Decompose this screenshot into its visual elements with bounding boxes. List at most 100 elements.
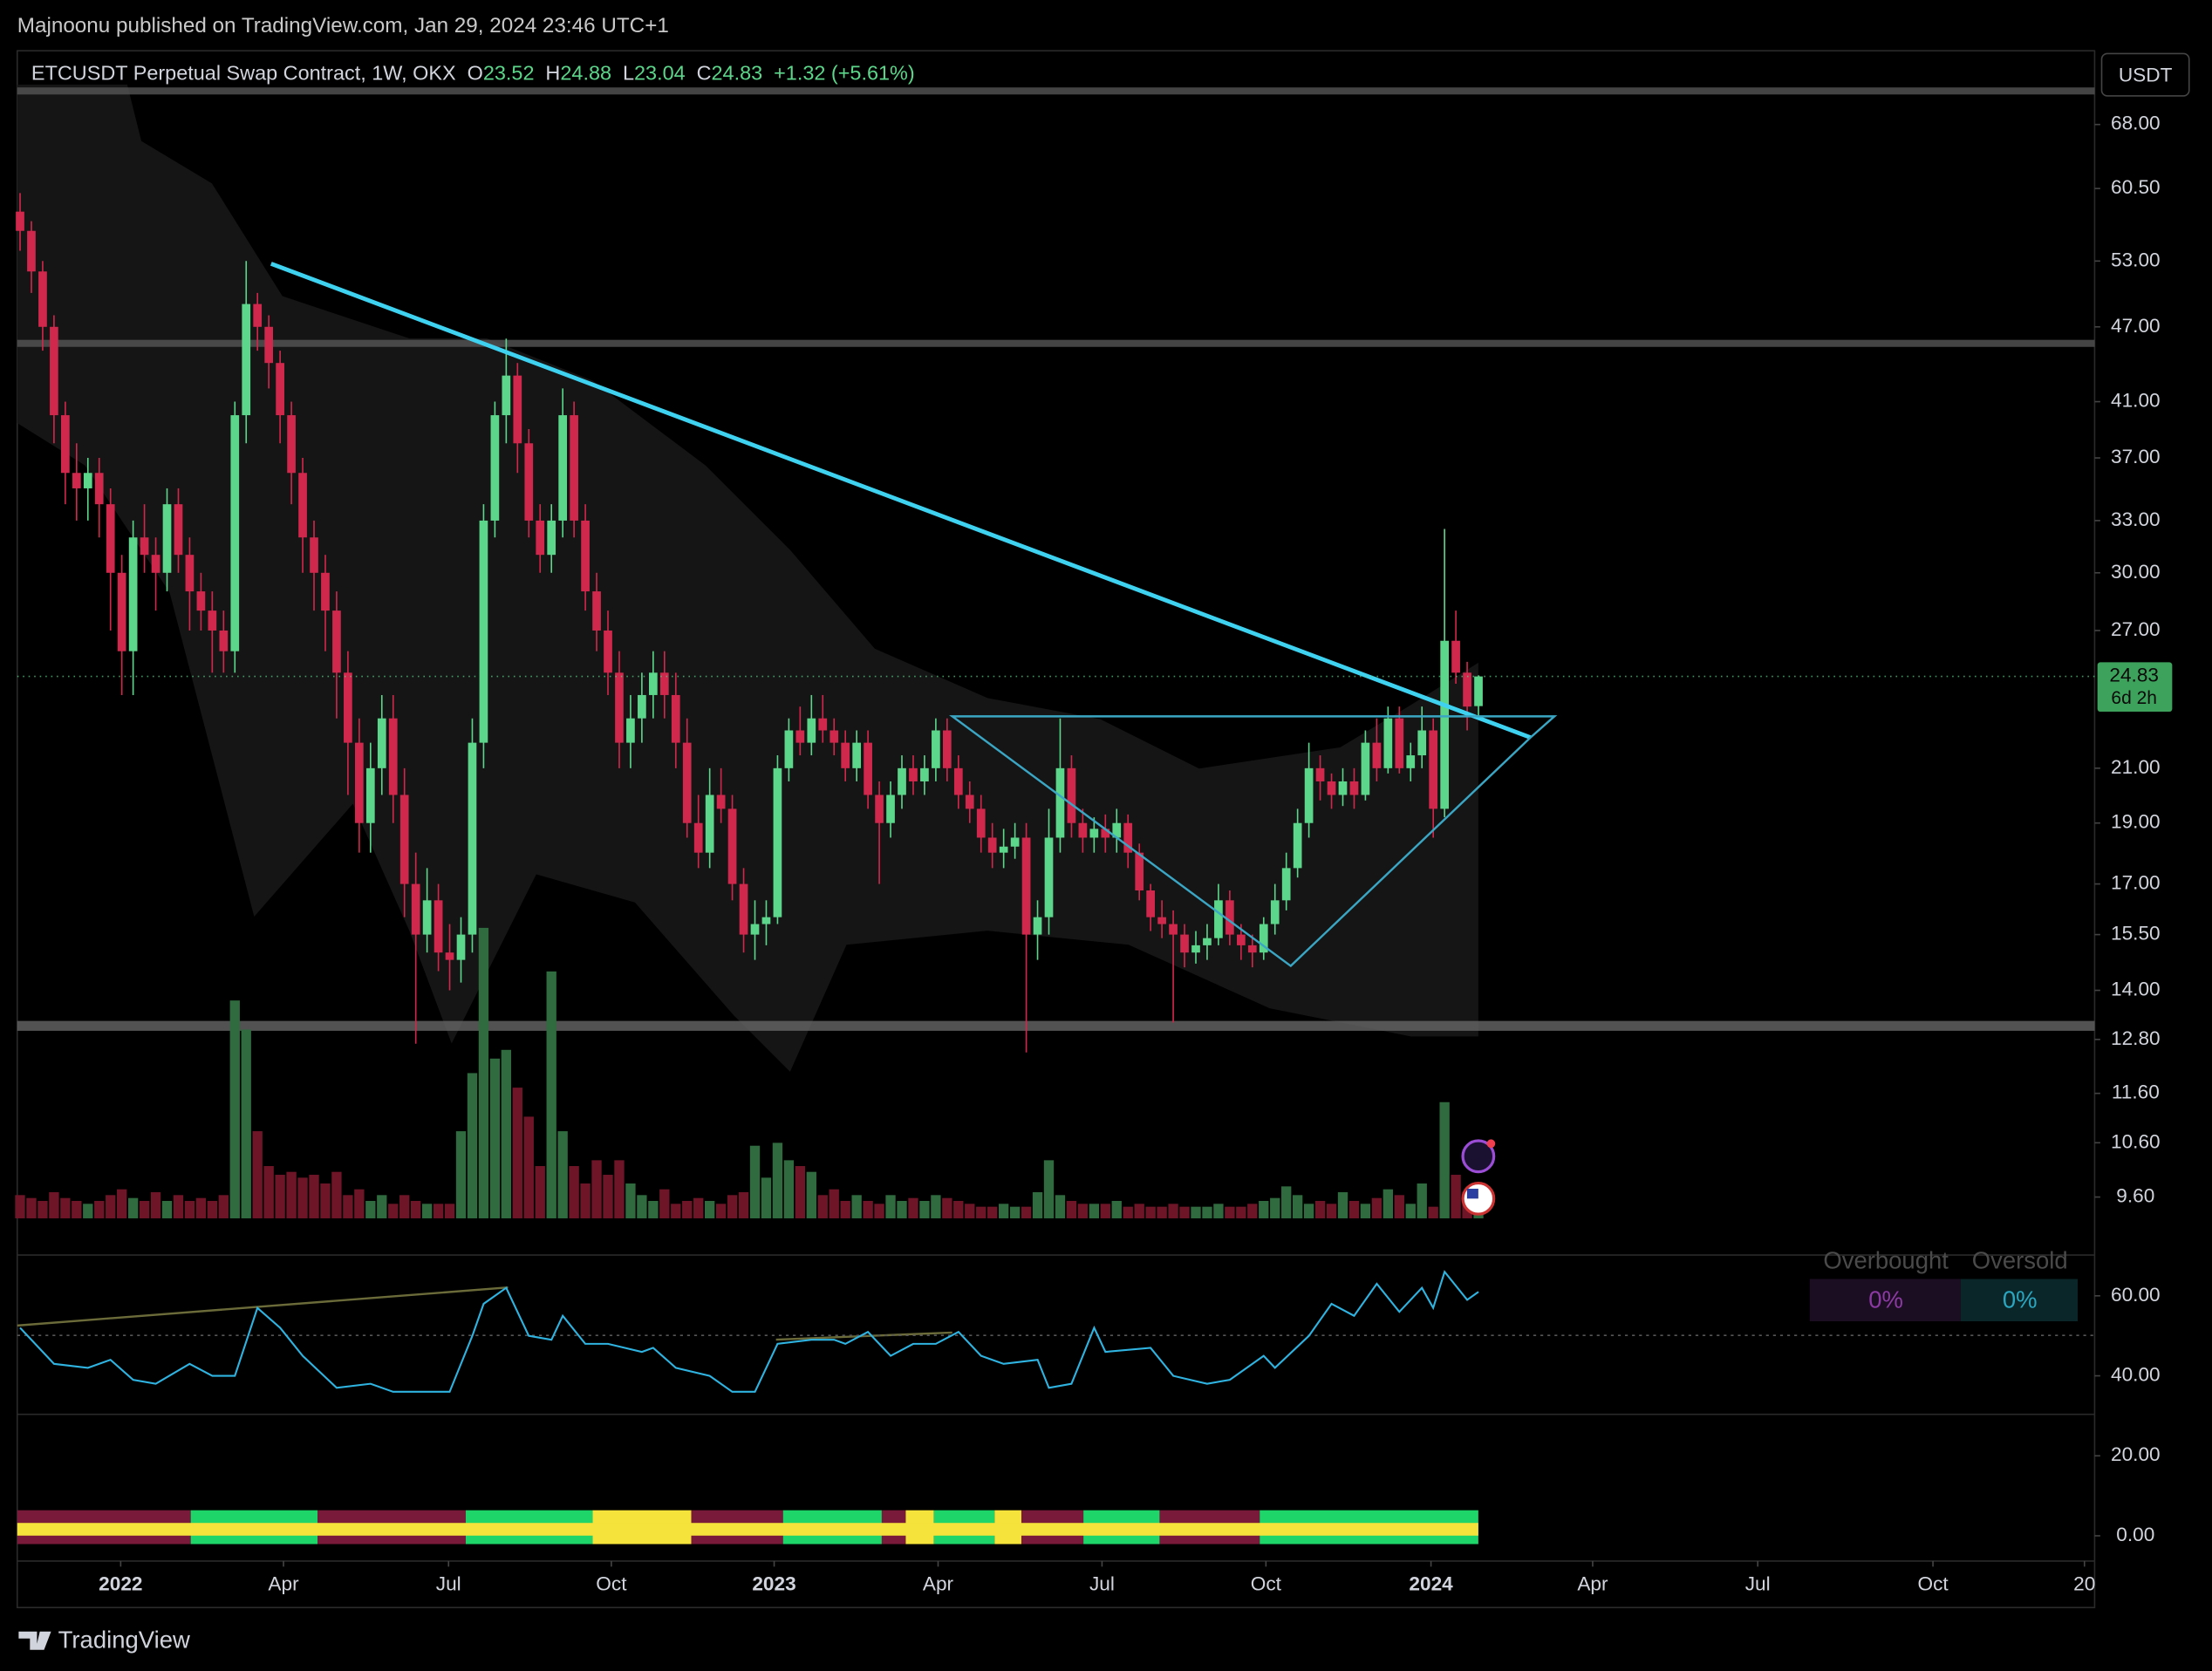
event-dot [1486, 1139, 1496, 1149]
volume-bar [761, 1177, 772, 1218]
table-cell-text: 0% [2003, 1286, 2038, 1313]
x-tick-label: 2024 [1409, 1572, 1453, 1594]
candle-body [909, 767, 918, 781]
candle-body [1281, 868, 1291, 901]
candle-body [1440, 640, 1450, 809]
volume-bar [772, 1142, 783, 1218]
volume-bar [749, 1145, 761, 1218]
candle-body [1236, 934, 1246, 945]
candle-body [953, 767, 963, 795]
volume-bar [1077, 1204, 1089, 1218]
y-tick-label: 9.60 [2116, 1185, 2154, 1207]
triangle-drawing [949, 715, 1558, 968]
candle-body [276, 363, 284, 416]
candle-body [298, 473, 307, 538]
candle-body [1169, 924, 1178, 935]
candle-body [174, 504, 183, 556]
candle-body [807, 718, 816, 743]
candle-body [932, 730, 940, 768]
volume-bar [421, 1204, 433, 1218]
volume-bar [1371, 1197, 1382, 1218]
y-tick-label: 68.00 [2111, 113, 2161, 134]
y-tick-label: 20.00 [2111, 1443, 2161, 1465]
level-line [17, 87, 2095, 95]
volume-bar [150, 1192, 161, 1218]
candle-layer [16, 193, 1483, 1053]
volume-bar [1314, 1200, 1326, 1218]
legend-change: +1.32 (+5.61%) [774, 62, 915, 85]
currency-label[interactable]: USDT [2119, 64, 2173, 85]
y-tick-label: 41.00 [2111, 390, 2161, 412]
volume-bar [885, 1195, 896, 1218]
volume-bar [83, 1204, 93, 1218]
candle-body [773, 767, 782, 917]
volume-bar [806, 1171, 816, 1218]
volume-bar [252, 1131, 263, 1218]
x-tick-label: Oct [596, 1572, 627, 1594]
candle-body [344, 672, 352, 743]
x-tick-label: Jul [436, 1572, 461, 1594]
candle-body [1191, 945, 1200, 953]
y-tick-label: 60.50 [2111, 176, 2161, 198]
candle-body [1112, 822, 1122, 838]
candle-body [739, 883, 748, 935]
candle-body [604, 630, 612, 673]
candle-body [1203, 938, 1212, 945]
volume-bar [1382, 1189, 1394, 1218]
level-line [17, 339, 2095, 347]
rsi-line [19, 1270, 1479, 1393]
legend-label: O [468, 62, 483, 85]
candle-body [1123, 822, 1133, 853]
volume-bar [218, 1195, 229, 1218]
volume-bar [1111, 1200, 1122, 1218]
candle-body [128, 537, 138, 651]
volume-bar [671, 1204, 681, 1218]
volume-bar [829, 1189, 839, 1218]
volume-bar [715, 1204, 727, 1218]
volume-bar [1021, 1206, 1032, 1218]
volume-bar [1281, 1186, 1292, 1218]
x-tick-label: Apr [268, 1572, 299, 1594]
volume-bar [693, 1197, 704, 1218]
candle-body [50, 326, 58, 416]
trend-strip [17, 1510, 1478, 1545]
candle-body [1372, 742, 1382, 768]
candle-body [1044, 837, 1054, 917]
volume-bar [1270, 1197, 1280, 1218]
candle-body [1327, 781, 1336, 795]
candle-body [965, 795, 974, 809]
volume-bar [874, 1204, 884, 1218]
volume-bar [704, 1200, 715, 1218]
x-tick-label: Jul [1745, 1572, 1771, 1594]
candle-body [818, 718, 828, 731]
legend-value: 24.83 [712, 62, 763, 85]
candle-body [1270, 900, 1280, 924]
x-tick-label: 2023 [752, 1572, 795, 1594]
volume-bar [455, 1131, 467, 1218]
volume-bar [840, 1200, 850, 1218]
volume-bar [309, 1175, 319, 1218]
candle-body [784, 730, 794, 768]
volume-bar [106, 1195, 116, 1218]
y-tick-label: 60.00 [2111, 1284, 2161, 1306]
candle-body [920, 767, 929, 781]
y-tick-label: 0.00 [2116, 1524, 2154, 1545]
candle-body [388, 718, 398, 795]
candle-body [976, 808, 986, 838]
candle-body [750, 924, 760, 935]
volume-bar [659, 1189, 670, 1218]
event-icon[interactable] [1461, 1139, 1496, 1174]
y-tick-label: 40.00 [2111, 1364, 2161, 1386]
candle-body [117, 572, 126, 651]
candle-body [230, 415, 240, 651]
volume-bar [591, 1160, 602, 1218]
volume-bar [1428, 1206, 1438, 1218]
candle-body [1157, 917, 1166, 924]
candle-body [1225, 900, 1234, 935]
volume-bar [512, 1088, 522, 1218]
candle-body [1021, 837, 1031, 935]
volume-bar [1326, 1204, 1337, 1218]
volume-bar [557, 1131, 568, 1218]
currency-button[interactable] [2100, 52, 2190, 97]
candle-body [287, 415, 296, 474]
